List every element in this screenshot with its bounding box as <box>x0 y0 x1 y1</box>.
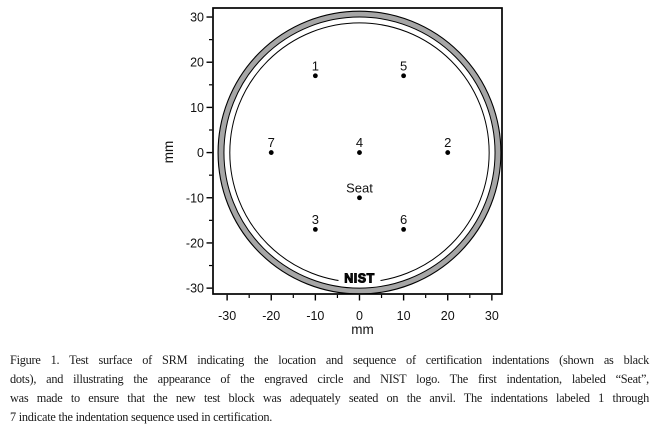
point-label-4: 4 <box>356 135 363 150</box>
x-tick-label: 10 <box>397 309 411 323</box>
y-axis-title: mm <box>161 141 176 164</box>
plot-border <box>212 7 503 295</box>
point-label-3: 3 <box>312 212 319 227</box>
data-point-2 <box>445 150 451 155</box>
srm-test-surface-plot: NIST 1 5 7 4 2 Seat 3 6 -30 -20 -10 0 10 20 30 -30 -20 -10… <box>161 7 503 337</box>
y-tick-label: -10 <box>186 191 204 205</box>
caption-line-3: was made to ensure that the new test blo… <box>10 391 649 405</box>
x-tick-label: -30 <box>218 309 236 323</box>
y-tick-label: 0 <box>197 146 204 160</box>
point-label-1: 1 <box>312 58 319 73</box>
data-point-3 <box>312 226 318 232</box>
figure-area: NIST 1 5 7 4 2 Seat 3 6 -30 -20 -10 0 10 20 30 -30 -20 -10… <box>161 7 503 337</box>
point-label-seat: Seat <box>346 180 373 195</box>
figure-caption: Figure 1. Test surface of SRM indicating… <box>10 351 649 427</box>
caption-line-1: Figure 1. Test surface of SRM indicating… <box>10 353 649 367</box>
y-tick-label: 30 <box>190 11 204 25</box>
caption-line-2: dots), and illustrating the appearance o… <box>10 372 649 386</box>
x-tick-label: 0 <box>356 309 363 323</box>
data-point-6 <box>401 226 407 232</box>
point-label-6: 6 <box>400 212 407 227</box>
data-point-5 <box>401 73 407 79</box>
data-point-seat <box>357 195 362 201</box>
x-tick-label: -20 <box>262 309 280 323</box>
point-label-5: 5 <box>400 58 407 73</box>
x-tick-label: 30 <box>485 309 499 323</box>
x-axis-title: mm <box>351 322 374 337</box>
y-tick-label: 20 <box>190 56 204 70</box>
point-label-7: 7 <box>268 135 275 150</box>
data-point-4 <box>357 150 362 155</box>
x-tick-label: 20 <box>441 309 455 323</box>
y-tick-label: -30 <box>186 282 204 296</box>
data-point-1 <box>312 73 318 79</box>
y-tick-label: -20 <box>186 236 204 250</box>
nist-logo: NIST <box>344 272 374 286</box>
caption-line-4: 7 indicate the indentation sequence used… <box>10 410 273 424</box>
x-tick-label: -10 <box>306 309 324 323</box>
data-point-7 <box>268 150 274 155</box>
logo-gap <box>338 269 381 285</box>
point-label-2: 2 <box>444 135 451 150</box>
y-tick-label: 10 <box>190 101 204 115</box>
